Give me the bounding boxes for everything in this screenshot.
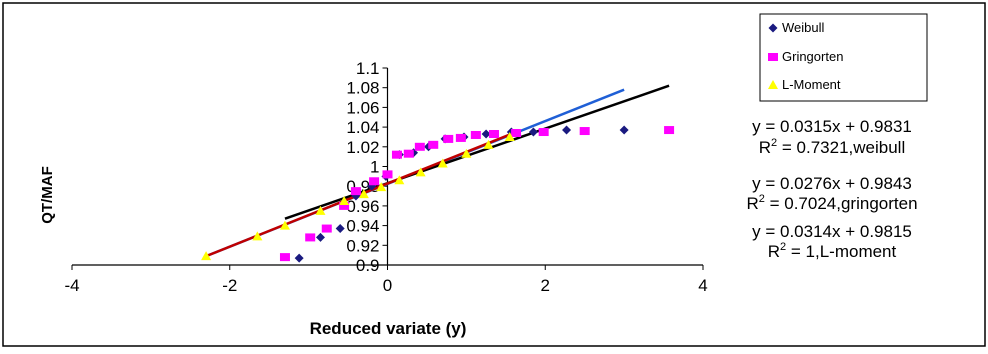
data-point-weibull bbox=[335, 224, 345, 234]
y-tick-label: 1.08 bbox=[346, 79, 379, 98]
data-point-weibull bbox=[562, 125, 572, 135]
equation-text: y = 0.0315x + 0.9831 bbox=[752, 117, 912, 136]
data-point-gringorten bbox=[455, 133, 466, 142]
data-point-l-moment bbox=[339, 195, 350, 205]
data-point-l-moment bbox=[358, 189, 369, 199]
y-tick-label: 1.06 bbox=[346, 98, 379, 117]
r-squared-text: R2 = 1,L-moment bbox=[768, 241, 897, 261]
data-point-gringorten bbox=[511, 129, 522, 138]
x-tick-label: 2 bbox=[541, 276, 550, 295]
data-point-gringorten bbox=[538, 128, 549, 137]
data-point-gringorten bbox=[382, 170, 393, 179]
data-point-l-moment bbox=[437, 158, 448, 168]
data-point-l-moment bbox=[394, 175, 405, 185]
data-point-weibull bbox=[294, 253, 304, 263]
data-point-gringorten bbox=[664, 126, 675, 135]
y-tick-label: 1.04 bbox=[346, 118, 379, 137]
data-point-gringorten bbox=[321, 224, 332, 233]
legend-items: Weibull Gringorten L-Moment bbox=[768, 20, 843, 92]
data-point-weibull bbox=[619, 125, 629, 135]
r-squared-text: R2 = 0.7321,weibull bbox=[759, 137, 905, 157]
y-tick-label: 0.92 bbox=[346, 236, 379, 255]
x-tick-label: 0 bbox=[383, 276, 392, 295]
y-tick-label: 0.94 bbox=[346, 217, 379, 236]
y-tick-label: 1.02 bbox=[346, 138, 379, 157]
legend-item-weibull: Weibull bbox=[768, 20, 825, 35]
data-point-l-moment bbox=[279, 220, 290, 230]
data-point-l-moment bbox=[415, 167, 426, 177]
data-point-gringorten bbox=[579, 127, 590, 136]
axes: -4 -2 0 2 41.11.081.061.041.0210.980.960.940… bbox=[64, 59, 707, 295]
data-point-gringorten bbox=[428, 140, 439, 149]
data-point-l-moment bbox=[315, 205, 326, 215]
legend-marker bbox=[768, 23, 778, 33]
data-point-gringorten bbox=[443, 134, 454, 143]
data-points bbox=[201, 125, 675, 263]
data-point-gringorten bbox=[414, 142, 425, 151]
data-point-weibull bbox=[481, 129, 491, 139]
x-tick-label: -2 bbox=[222, 276, 237, 295]
y-axis-label: QT/MAF bbox=[39, 166, 56, 224]
legend-item-l-moment: L-Moment bbox=[768, 77, 841, 92]
equation-text: y = 0.0276x + 0.9843 bbox=[752, 174, 912, 193]
legend-box bbox=[759, 13, 928, 102]
legend: Weibull Gringorten L-Moment bbox=[759, 13, 928, 102]
legend-marker bbox=[768, 53, 778, 61]
data-point-gringorten bbox=[403, 149, 414, 158]
y-tick-label: 0.96 bbox=[346, 197, 379, 216]
data-point-gringorten bbox=[279, 253, 290, 262]
data-point-l-moment bbox=[252, 231, 263, 241]
data-point-gringorten bbox=[305, 233, 316, 242]
legend-label: Gringorten bbox=[782, 49, 843, 64]
x-tick-label: 4 bbox=[698, 276, 707, 295]
data-point-l-moment bbox=[504, 131, 515, 141]
data-point-gringorten bbox=[350, 187, 361, 196]
data-point-l-moment bbox=[201, 251, 212, 261]
data-point-gringorten bbox=[488, 129, 499, 138]
data-point-weibull bbox=[528, 127, 538, 137]
data-point-l-moment bbox=[483, 139, 494, 149]
equation-text: y = 0.0314x + 0.9815 bbox=[752, 222, 912, 241]
data-point-gringorten bbox=[391, 150, 402, 159]
y-tick-label: 1 bbox=[370, 158, 379, 177]
data-point-l-moment bbox=[461, 148, 472, 158]
data-point-gringorten bbox=[369, 177, 380, 186]
trendline-1 bbox=[284, 84, 670, 220]
legend-marker bbox=[768, 80, 778, 89]
data-point-l-moment bbox=[376, 182, 387, 192]
data-point-gringorten bbox=[339, 201, 350, 210]
x-tick-label: -4 bbox=[64, 276, 79, 295]
legend-label: Weibull bbox=[782, 20, 825, 35]
legend-label: L-Moment bbox=[782, 77, 841, 92]
y-tick-label: 0.9 bbox=[356, 256, 380, 275]
r-squared-text: R2 = 0.7024,gringorten bbox=[746, 193, 917, 213]
x-axis-label: Reduced variate (y) bbox=[310, 319, 467, 338]
y-tick-label: 1.1 bbox=[356, 59, 380, 78]
legend-item-gringorten: Gringorten bbox=[768, 49, 843, 64]
data-point-weibull bbox=[315, 232, 325, 242]
data-point-gringorten bbox=[470, 130, 481, 139]
